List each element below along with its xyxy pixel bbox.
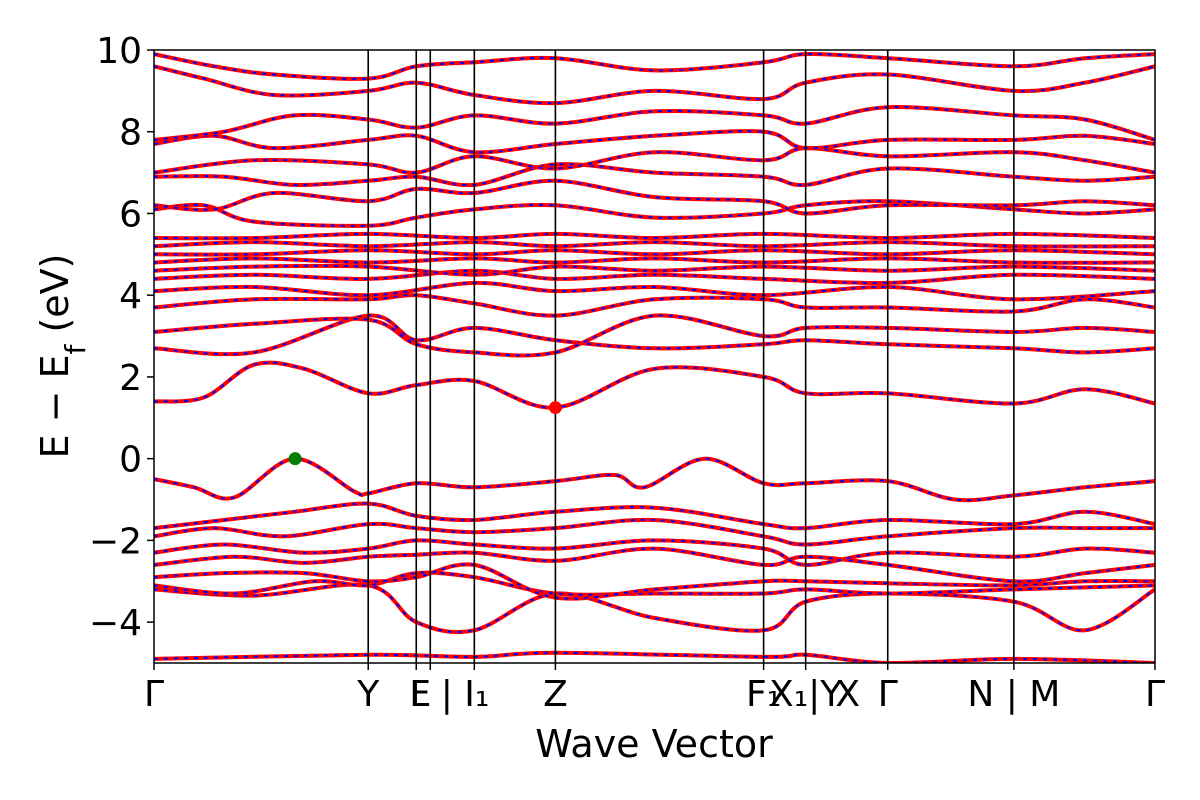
x-tick-label: Γ bbox=[1145, 674, 1165, 715]
y-axis-label: E − Ef (eV) bbox=[33, 254, 92, 459]
x-tick-label: Γ bbox=[878, 674, 898, 715]
band-24-spin-down bbox=[154, 130, 1155, 154]
y-tick-label: −4 bbox=[89, 603, 142, 644]
y-tick-label: −2 bbox=[89, 521, 142, 562]
y-tick-label: 8 bbox=[119, 113, 142, 154]
band-11-spin-down bbox=[154, 314, 1155, 357]
y-tick-label: 6 bbox=[119, 194, 142, 235]
high-symmetry-lines bbox=[367, 50, 1015, 663]
band-8-spin-down bbox=[154, 457, 1155, 502]
band-6-spin-down bbox=[154, 518, 1155, 546]
x-tick-label: F₁ bbox=[746, 674, 781, 715]
y-tick-label: 10 bbox=[96, 31, 142, 72]
band-7-spin-up bbox=[154, 501, 1155, 531]
band-23-spin-up bbox=[154, 146, 1155, 175]
y-tick-label: 4 bbox=[119, 276, 142, 317]
band-3-spin-down bbox=[154, 563, 1155, 600]
band-12-spin-down bbox=[154, 294, 1155, 317]
bands-layer bbox=[154, 51, 1155, 663]
x-tick-label: F bbox=[410, 674, 431, 715]
band-5-spin-down bbox=[154, 539, 1155, 566]
band-14-spin-down bbox=[154, 269, 1155, 284]
x-tick-label: X bbox=[835, 674, 860, 715]
marker-vbm bbox=[288, 452, 302, 466]
band-26-spin-up bbox=[154, 64, 1155, 106]
band-22-spin-down bbox=[154, 163, 1155, 187]
y-tick-label: 0 bbox=[119, 440, 142, 481]
band-18-spin-down bbox=[154, 241, 1155, 248]
y-axis: −4 −2 0 2 4 6 8 10 bbox=[89, 31, 154, 644]
band-7-spin-down bbox=[154, 502, 1155, 530]
band-22-spin-up bbox=[154, 162, 1155, 188]
x-tick-label: Γ bbox=[144, 674, 164, 715]
band-4-spin-up bbox=[154, 546, 1155, 584]
band-25-spin-down bbox=[154, 106, 1155, 141]
band-15-spin-down bbox=[154, 264, 1155, 276]
band-0-spin-down bbox=[154, 651, 1155, 663]
band-20-spin-down bbox=[154, 200, 1155, 227]
band-21-spin-down bbox=[154, 179, 1155, 215]
x-tick-label: X₁|Y bbox=[769, 674, 843, 715]
band-8-spin-up bbox=[154, 456, 1155, 503]
band-24-spin-up bbox=[154, 129, 1155, 155]
marker-cbm bbox=[548, 401, 562, 415]
band-16-spin-down bbox=[154, 257, 1155, 264]
band-9-spin-down bbox=[154, 361, 1155, 409]
y-tick-label: 2 bbox=[119, 358, 142, 399]
band-13-spin-down bbox=[154, 281, 1155, 301]
band-2-spin-down bbox=[154, 571, 1155, 596]
plot-frame bbox=[153, 49, 1156, 664]
extrema-markers bbox=[288, 401, 562, 466]
band-17-spin-down bbox=[154, 249, 1155, 256]
x-tick-label: Z bbox=[543, 674, 568, 715]
band-27-spin-up bbox=[154, 51, 1155, 81]
band-27-spin-down bbox=[154, 52, 1155, 80]
x-tick-label: L | I₁ bbox=[409, 674, 489, 715]
band-19-spin-down bbox=[154, 232, 1155, 240]
x-axis-label: Wave Vector bbox=[535, 722, 773, 766]
x-tick-label: Y bbox=[356, 674, 380, 715]
x-tick-label: N | M bbox=[967, 674, 1060, 715]
